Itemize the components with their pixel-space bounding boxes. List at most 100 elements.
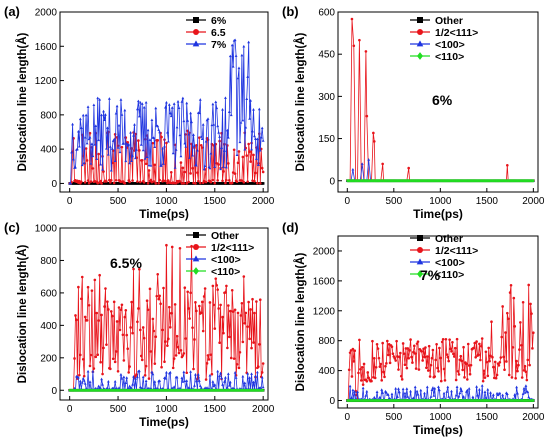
data-point bbox=[204, 378, 208, 381]
data-point bbox=[399, 374, 403, 378]
data-point bbox=[497, 364, 501, 367]
data-point bbox=[199, 134, 203, 138]
data-point bbox=[254, 157, 258, 160]
x-axis-label: Time(ps) bbox=[139, 415, 189, 429]
data-point bbox=[353, 390, 357, 393]
data-point bbox=[250, 346, 253, 350]
legend-marker bbox=[193, 17, 199, 23]
panel-annotation: 7% bbox=[420, 267, 441, 283]
data-point bbox=[161, 146, 164, 150]
data-point bbox=[198, 136, 201, 139]
data-point bbox=[140, 158, 144, 162]
data-point bbox=[174, 354, 178, 357]
data-point bbox=[130, 386, 134, 390]
data-point bbox=[523, 391, 527, 394]
data-point bbox=[109, 367, 112, 371]
data-series bbox=[346, 283, 535, 402]
data-point bbox=[108, 145, 112, 148]
data-point bbox=[491, 355, 494, 359]
data-point bbox=[221, 107, 224, 111]
data-point bbox=[97, 138, 101, 142]
data-point bbox=[522, 386, 526, 390]
data-point bbox=[433, 386, 437, 390]
legend-label: <110> bbox=[211, 266, 240, 278]
legend-marker bbox=[192, 255, 200, 262]
data-point bbox=[486, 374, 490, 378]
data-point bbox=[400, 378, 404, 381]
data-point bbox=[164, 377, 167, 380]
data-point bbox=[411, 396, 415, 400]
data-point bbox=[109, 181, 112, 184]
data-point bbox=[261, 385, 265, 389]
data-point bbox=[204, 180, 208, 184]
data-point bbox=[351, 347, 355, 351]
data-point bbox=[360, 365, 364, 369]
data-point bbox=[194, 379, 198, 383]
data-point bbox=[80, 381, 84, 384]
y-axis-label: Dislocation line length(Å) bbox=[16, 245, 29, 384]
data-point bbox=[519, 343, 523, 347]
data-point bbox=[171, 151, 175, 155]
data-point bbox=[75, 147, 79, 151]
data-point bbox=[398, 355, 401, 359]
data-point bbox=[428, 375, 432, 378]
data-point bbox=[204, 139, 208, 143]
data-point bbox=[173, 303, 177, 306]
data-point bbox=[516, 369, 519, 373]
data-point bbox=[151, 372, 155, 376]
data-point bbox=[394, 359, 397, 362]
data-point bbox=[424, 346, 427, 349]
data-point bbox=[225, 386, 229, 389]
x-tick-label: 1500 bbox=[204, 196, 227, 207]
legend-marker bbox=[417, 247, 423, 253]
data-point bbox=[189, 291, 192, 295]
data-point bbox=[141, 375, 145, 379]
data-point bbox=[101, 372, 104, 376]
data-point bbox=[115, 104, 119, 108]
data-point bbox=[168, 305, 171, 309]
data-point bbox=[462, 395, 466, 398]
data-point bbox=[371, 339, 374, 343]
data-point bbox=[235, 363, 239, 366]
data-point bbox=[466, 342, 470, 346]
data-point bbox=[208, 301, 212, 304]
data-point bbox=[347, 368, 351, 372]
data-point bbox=[243, 321, 247, 325]
data-point bbox=[227, 110, 231, 113]
data-point bbox=[176, 345, 180, 349]
data-point bbox=[423, 355, 426, 359]
data-point bbox=[530, 312, 533, 315]
data-point bbox=[87, 137, 91, 141]
data-point bbox=[253, 179, 256, 183]
data-point bbox=[181, 96, 185, 100]
data-point bbox=[114, 111, 118, 115]
data-point bbox=[496, 393, 500, 397]
data-point bbox=[500, 335, 504, 339]
data-point bbox=[242, 44, 246, 48]
data-point bbox=[188, 156, 192, 159]
data-point bbox=[455, 385, 459, 389]
data-point bbox=[237, 150, 241, 153]
data-point bbox=[91, 167, 95, 170]
data-point bbox=[367, 376, 370, 380]
x-tick-label: 1000 bbox=[429, 412, 452, 423]
data-point bbox=[158, 379, 162, 382]
data-point bbox=[408, 349, 411, 352]
data-point bbox=[113, 360, 117, 364]
data-point bbox=[413, 352, 417, 355]
data-point bbox=[141, 326, 145, 329]
data-point bbox=[488, 359, 491, 363]
data-point bbox=[98, 98, 102, 101]
data-point bbox=[154, 335, 158, 339]
data-point bbox=[111, 139, 115, 142]
data-point bbox=[128, 384, 132, 388]
data-point bbox=[437, 388, 441, 392]
data-point bbox=[193, 144, 196, 147]
data-point bbox=[452, 352, 455, 356]
data-point bbox=[132, 134, 135, 137]
x-tick-label: 500 bbox=[110, 404, 127, 415]
data-point bbox=[216, 369, 220, 373]
chart-panel: (b) 0 500 1000 1500 2000 0 150 300 450 600 Time(ps)… bbox=[282, 4, 545, 221]
data-point bbox=[388, 361, 392, 365]
data-point bbox=[348, 384, 352, 388]
